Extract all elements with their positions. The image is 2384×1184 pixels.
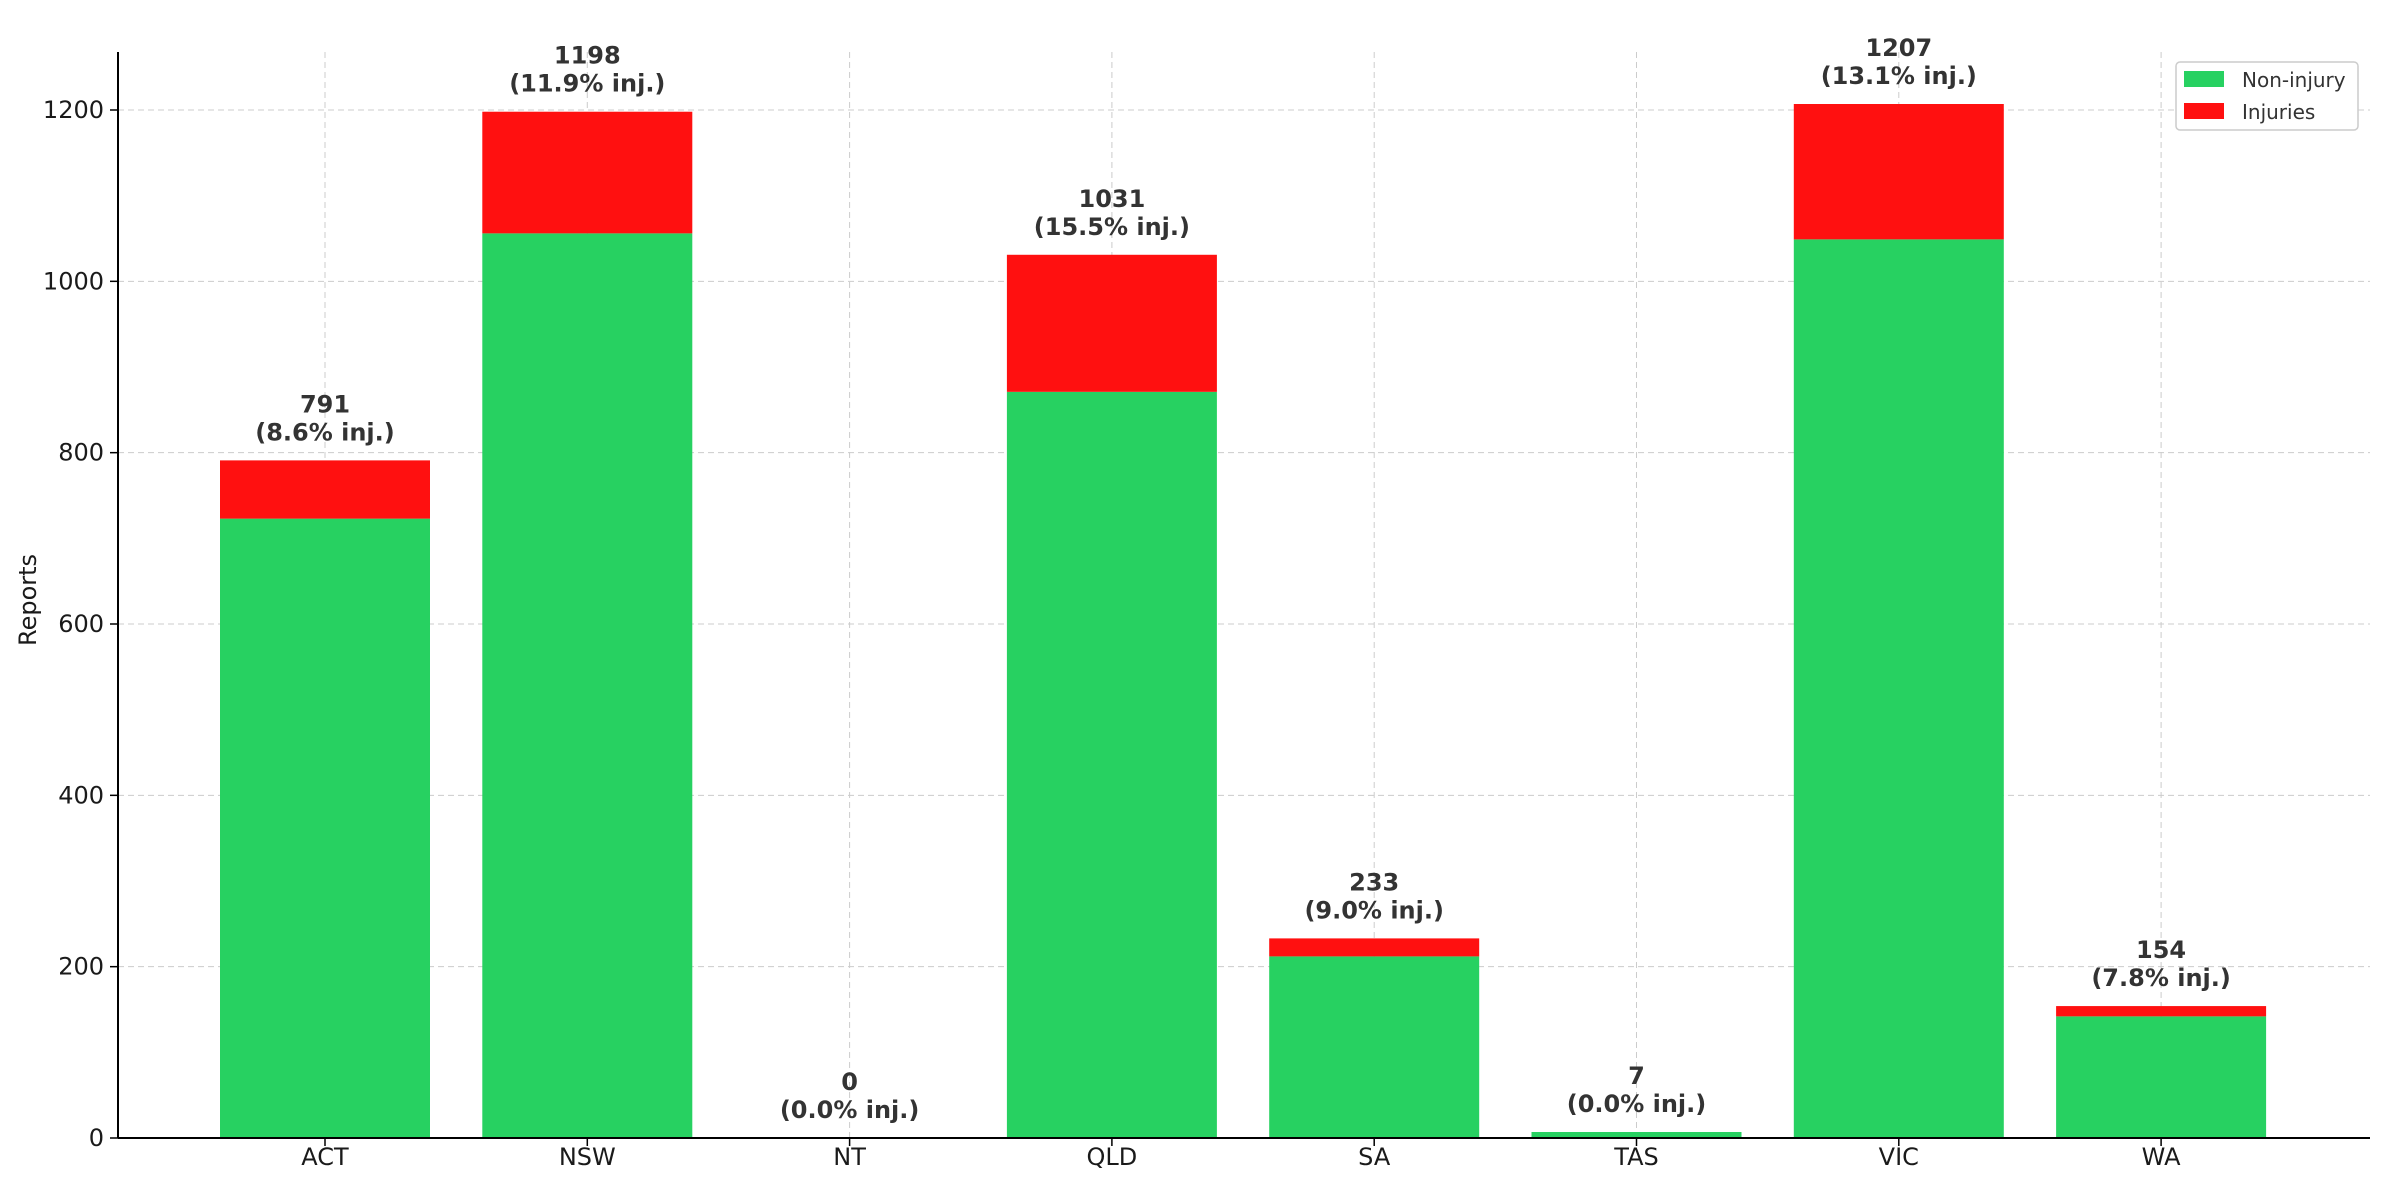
bar-pct-label-wa: (7.8% inj.) bbox=[2091, 964, 2231, 992]
y-tick-label: 200 bbox=[58, 953, 104, 981]
bar-total-label-qld: 1031 bbox=[1079, 185, 1146, 213]
bar-non-injury-nsw bbox=[482, 233, 693, 1139]
bar-pct-label-nsw: (11.9% inj.) bbox=[509, 70, 665, 98]
legend-label-injuries: Injuries bbox=[2242, 100, 2315, 124]
x-tick-label-sa: SA bbox=[1358, 1143, 1391, 1171]
bar-pct-label-qld: (15.5% inj.) bbox=[1034, 213, 1190, 241]
bar-total-label-nsw: 1198 bbox=[554, 42, 621, 70]
tick-labels: 0 200 400 600 800 1000 1200 ACT NSW NT QLD SA TAS VIC… bbox=[43, 96, 2181, 1171]
y-axis-title: Reports bbox=[14, 554, 42, 646]
x-tick-label-qld: QLD bbox=[1087, 1143, 1138, 1171]
y-tick-label: 1200 bbox=[43, 96, 104, 124]
bar-injuries-sa bbox=[1269, 938, 1480, 957]
bar-total-label-vic: 1207 bbox=[1865, 34, 1932, 62]
x-tick-label-vic: VIC bbox=[1879, 1143, 1919, 1171]
bar-non-injury-wa bbox=[2056, 1016, 2267, 1138]
bars bbox=[220, 104, 2267, 1139]
bar-pct-label-tas: (0.0% inj.) bbox=[1567, 1090, 1707, 1118]
bar-total-label-wa: 154 bbox=[2136, 936, 2186, 964]
x-tick-label-act: ACT bbox=[301, 1143, 349, 1171]
bar-pct-label-vic: (13.1% inj.) bbox=[1821, 62, 1977, 90]
bar-non-injury-act bbox=[220, 518, 430, 1138]
bar-non-injury-vic bbox=[1793, 239, 2004, 1138]
y-tick-label: 800 bbox=[58, 439, 104, 467]
bar-injuries-wa bbox=[2056, 1006, 2267, 1017]
bar-total-label-act: 791 bbox=[300, 390, 350, 418]
x-tick-label-nsw: NSW bbox=[559, 1143, 616, 1171]
bar-injuries-vic bbox=[1793, 104, 2004, 240]
bar-non-injury-qld bbox=[1006, 391, 1217, 1138]
bar-total-label-sa: 233 bbox=[1349, 868, 1399, 896]
y-tick-label: 0 bbox=[89, 1124, 104, 1152]
y-tick-label: 600 bbox=[58, 610, 104, 638]
bar-annotations: 791(8.6% inj.)1198(11.9% inj.)0(0.0% inj… bbox=[255, 34, 2231, 1124]
bar-non-injury-tas bbox=[1531, 1132, 1742, 1138]
bar-pct-label-sa: (9.0% inj.) bbox=[1304, 896, 1444, 924]
bar-total-label-tas: 7 bbox=[1628, 1062, 1645, 1090]
y-tick-label: 400 bbox=[58, 781, 104, 809]
bar-pct-label-act: (8.6% inj.) bbox=[255, 418, 395, 446]
legend-label-non-injury: Non-injury bbox=[2242, 68, 2346, 92]
bar-total-label-nt: 0 bbox=[841, 1068, 858, 1096]
bar-injuries-nsw bbox=[482, 111, 693, 234]
bar-injuries-act bbox=[220, 460, 430, 519]
grid-lines bbox=[118, 52, 2370, 1138]
bar-injuries-qld bbox=[1006, 254, 1217, 392]
bar-non-injury-sa bbox=[1269, 956, 1480, 1138]
y-tick-label: 1000 bbox=[43, 267, 104, 295]
legend: Non-injury Injuries bbox=[2175, 61, 2359, 131]
x-tick-label-nt: NT bbox=[833, 1143, 866, 1171]
legend-swatch-non-injury bbox=[2184, 71, 2224, 87]
x-tick-label-tas: TAS bbox=[1613, 1143, 1658, 1171]
axes bbox=[117, 52, 2370, 1139]
bar-pct-label-nt: (0.0% inj.) bbox=[780, 1096, 920, 1124]
legend-swatch-injuries bbox=[2184, 103, 2224, 119]
x-tick-label-wa: WA bbox=[2142, 1143, 2181, 1171]
